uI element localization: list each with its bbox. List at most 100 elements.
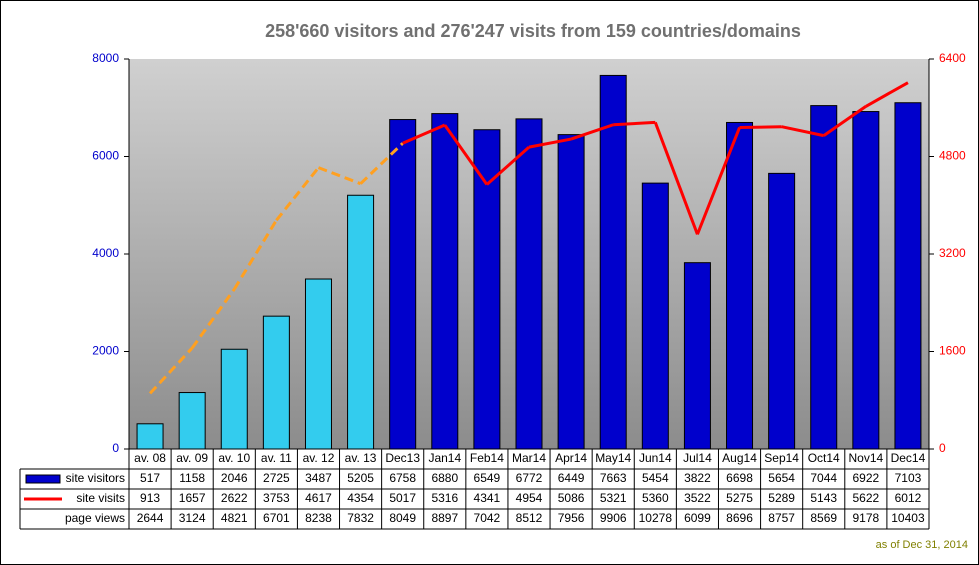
x-tick-label: Feb14 (470, 451, 504, 465)
y-tick-label: 0 (112, 441, 119, 455)
table-value: 1158 (179, 471, 205, 485)
table-value: 9178 (852, 511, 879, 525)
x-tick-label: Sep14 (764, 451, 799, 465)
table-value: 8897 (431, 511, 458, 525)
x-tick-label: av. 09 (176, 451, 208, 465)
table-value: 3822 (684, 471, 711, 485)
y2-tick-label: 4800 (939, 149, 966, 163)
x-tick-label: av. 08 (134, 451, 166, 465)
table-value: 4821 (221, 511, 248, 525)
table-value: 5205 (347, 471, 374, 485)
table-value: 7956 (558, 511, 585, 525)
footnote: as of Dec 31, 2014 (876, 539, 968, 551)
line-segment (739, 125, 782, 130)
bar (557, 134, 585, 450)
x-tick-label: Jan14 (428, 451, 461, 465)
bar (389, 119, 417, 450)
table-value: 4954 (516, 491, 543, 505)
x-tick-label: Aug14 (722, 451, 757, 465)
bar (431, 113, 459, 450)
table-value: 5086 (558, 491, 585, 505)
table-value: 7042 (474, 511, 501, 525)
table-value: 5454 (642, 471, 669, 485)
table-value: 10278 (639, 511, 673, 525)
line-segment (653, 121, 699, 235)
table-value: 5622 (852, 491, 879, 505)
line-segment (696, 127, 741, 235)
table-value: 8569 (810, 511, 837, 525)
y2-tick-label: 1600 (939, 344, 966, 358)
line-segment (190, 288, 236, 349)
line-segment (275, 166, 320, 222)
bar (683, 262, 711, 450)
table-value: 4341 (474, 491, 501, 505)
table-value: 6449 (558, 471, 585, 485)
x-tick-label: av. 12 (303, 451, 335, 465)
table-value: 6701 (263, 511, 290, 525)
legend-label: page views (65, 511, 125, 525)
table-value: 5321 (600, 491, 627, 505)
x-tick-label: Apr14 (555, 451, 587, 465)
y-tick-label: 8000 (92, 51, 119, 65)
bar (768, 172, 796, 450)
bar (726, 121, 754, 450)
table-value: 5654 (768, 471, 795, 485)
table-value: 5316 (431, 491, 458, 505)
table-value: 517 (140, 471, 160, 485)
y2-tick-label: 3200 (939, 246, 966, 260)
bar (304, 278, 332, 450)
x-tick-label: Jul14 (683, 451, 712, 465)
table-value: 2046 (221, 471, 248, 485)
bar (136, 423, 164, 450)
table-value: 2644 (137, 511, 164, 525)
table-value: 3522 (684, 491, 711, 505)
table-value: 913 (140, 491, 160, 505)
table-value: 8049 (389, 511, 416, 525)
chart-title: 258'660 visitors and 276'247 visits from… (265, 21, 801, 41)
table-value: 7044 (810, 471, 837, 485)
bar (599, 74, 627, 450)
line-segment (485, 145, 530, 186)
y2-tick-label: 0 (939, 441, 946, 455)
x-tick-label: Jun14 (639, 451, 672, 465)
bar (220, 348, 248, 450)
bar (810, 105, 838, 450)
table-value: 1657 (179, 491, 206, 505)
table-value: 5275 (726, 491, 753, 505)
table-value: 6099 (684, 511, 711, 525)
y-tick-label: 4000 (92, 246, 119, 260)
legend-label: site visitors (66, 471, 125, 485)
table-value: 4354 (347, 491, 374, 505)
line-segment (402, 123, 446, 145)
line-segment (443, 124, 489, 186)
table-value: 5143 (810, 491, 837, 505)
y-tick-label: 6000 (92, 149, 119, 163)
table-value: 7832 (347, 511, 374, 525)
table-value: 6758 (389, 471, 416, 485)
table-value: 8757 (768, 511, 795, 525)
table-value: 6012 (895, 491, 922, 505)
table-value: 9906 (600, 511, 627, 525)
line-segment (613, 120, 656, 127)
bar (347, 194, 375, 450)
line-segment (865, 81, 909, 108)
table-value: 6772 (516, 471, 543, 485)
table-value: 8238 (305, 511, 332, 525)
line-segment (570, 123, 614, 141)
x-tick-label: av. 13 (345, 451, 377, 465)
line-segment (148, 347, 194, 395)
table-value: 5360 (642, 491, 669, 505)
table-value: 7663 (600, 471, 627, 485)
table-value: 8512 (516, 511, 543, 525)
table-value: 6549 (474, 471, 501, 485)
table-value: 6880 (431, 471, 458, 485)
table-value: 2725 (263, 471, 290, 485)
bar (641, 182, 669, 450)
table-value: 2622 (221, 491, 248, 505)
line-segment (528, 137, 572, 149)
y-tick-label: 2000 (92, 344, 119, 358)
x-tick-label: Dec13 (385, 451, 420, 465)
table-value: 3753 (263, 491, 290, 505)
bar (852, 111, 880, 450)
